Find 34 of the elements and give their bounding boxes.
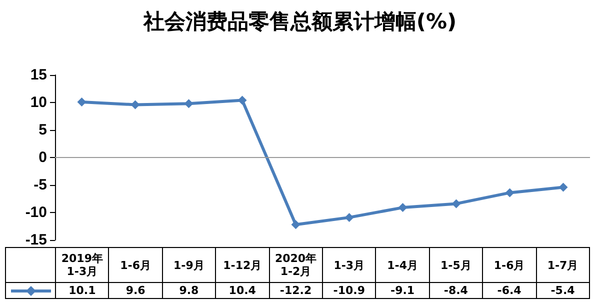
data-label: 9.6 bbox=[108, 282, 162, 298]
x-tick-label: 1-4月 bbox=[376, 248, 430, 282]
data-label: -8.4 bbox=[429, 282, 483, 298]
y-tick-label: -10 bbox=[25, 204, 47, 221]
point bbox=[344, 212, 354, 222]
x-tick-label: 1-9月 bbox=[162, 248, 216, 282]
x-tick-label: 1-3月 bbox=[322, 248, 376, 282]
x-tick-label: 2020年 1-2月 bbox=[269, 248, 322, 282]
x-tick-label: 1-12月 bbox=[216, 248, 270, 282]
y-tick-label: 5 bbox=[38, 122, 47, 138]
data-label: 10.1 bbox=[56, 282, 109, 298]
point bbox=[77, 97, 86, 106]
y-tick-label: 10 bbox=[30, 94, 47, 111]
y-tick-label: 15 bbox=[30, 66, 47, 84]
x-tick-label: 1-5月 bbox=[429, 248, 483, 282]
x-tick-label: 1-7月 bbox=[536, 248, 590, 282]
y-tick-label: 0 bbox=[38, 149, 47, 166]
data-label: -6.4 bbox=[482, 282, 536, 298]
point bbox=[291, 220, 300, 230]
y-tick-label: -5 bbox=[34, 176, 47, 194]
data-label: -9.1 bbox=[376, 282, 430, 298]
x-tick-label: 1-6月 bbox=[482, 248, 536, 282]
data-label: 10.4 bbox=[216, 282, 270, 298]
point bbox=[505, 188, 514, 198]
data-label: -12.2 bbox=[269, 282, 322, 298]
data-label: -10.9 bbox=[322, 282, 376, 298]
data-label: 9.8 bbox=[162, 282, 216, 298]
y-tick-label: -15 bbox=[25, 232, 47, 248]
x-tick-label: 2019年 1-3月 bbox=[56, 248, 109, 282]
chart-title: 社会消费品零售总额累计增幅(%) bbox=[142, 10, 457, 34]
data-label: -5.4 bbox=[536, 282, 590, 298]
x-tick-label: 1-6月 bbox=[108, 248, 162, 282]
point bbox=[558, 182, 568, 192]
point bbox=[398, 203, 408, 212]
